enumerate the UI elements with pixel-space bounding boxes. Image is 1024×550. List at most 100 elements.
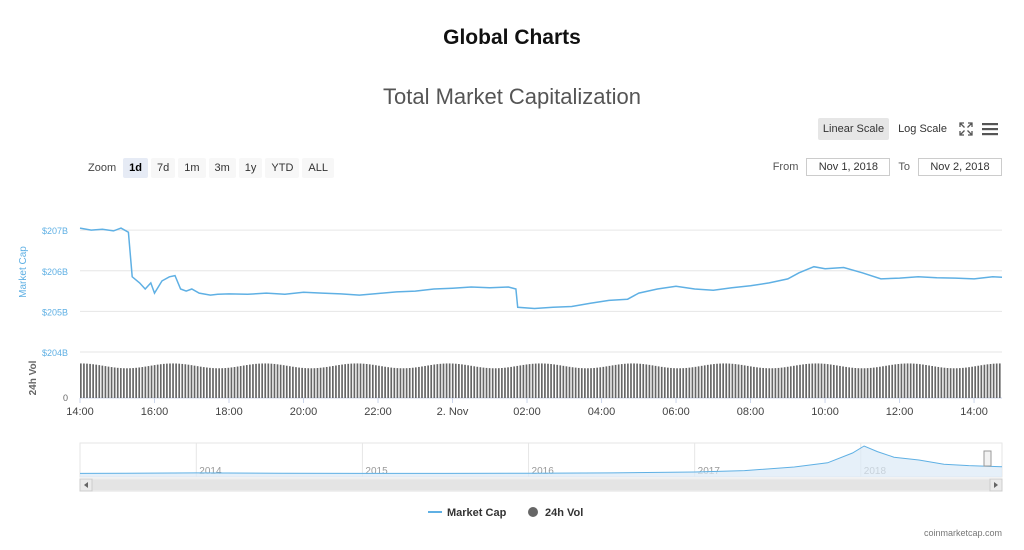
volume-bar (424, 365, 426, 398)
volume-bar (688, 367, 691, 398)
volume-bar (894, 364, 897, 398)
volume-bar (513, 366, 516, 398)
volume-bar (491, 368, 494, 398)
volume-bar (470, 365, 473, 398)
from-date-input[interactable] (806, 158, 891, 176)
volume-bar (977, 365, 980, 398)
volume-bar (580, 368, 583, 398)
volume-bar (454, 363, 457, 398)
volume-bar (378, 365, 380, 398)
volume-bar (282, 365, 285, 398)
volume-bar (780, 367, 783, 398)
volume-bar (126, 368, 128, 398)
volume-bar (301, 367, 303, 398)
volume-bar (832, 364, 835, 398)
volume-bar (368, 364, 371, 398)
volume-bar (559, 365, 562, 398)
volume-bar (796, 365, 798, 398)
volume-bar (584, 368, 586, 398)
volume-bar (863, 368, 866, 398)
navigator-year-label: 2015 (365, 466, 388, 477)
volume-bar (298, 367, 300, 398)
volume-bar (857, 368, 860, 398)
volume-bar (159, 364, 162, 398)
x-tick-label: 08:00 (737, 406, 765, 418)
zoom-1m-button[interactable]: 1m (178, 158, 206, 178)
volume-bar (430, 364, 433, 398)
volume-bar (356, 363, 359, 398)
volume-bar (869, 367, 872, 398)
volume-bar (983, 364, 986, 398)
volume-bar (568, 366, 571, 398)
volume-bar (350, 363, 353, 398)
hamburger-menu-icon[interactable] (980, 119, 1000, 139)
to-date-input[interactable] (918, 158, 1002, 176)
zoom-1y-button[interactable]: 1y (238, 158, 263, 178)
volume-bar (162, 363, 165, 398)
volume-bar (915, 363, 918, 398)
volume-bar (860, 368, 863, 398)
volume-bar (365, 363, 368, 398)
volume-bar (242, 365, 245, 398)
log-scale-button[interactable]: Log Scale (898, 123, 947, 135)
volume-bar (408, 368, 411, 398)
volume-bar (362, 363, 365, 398)
volume-bar (667, 367, 669, 398)
volume-bar (295, 367, 297, 398)
volume-bar (900, 363, 903, 398)
volume-bar (322, 367, 325, 398)
volume-bar (387, 367, 390, 398)
volume-bar (528, 364, 531, 398)
volume-bar (544, 363, 546, 398)
volume-bar (196, 366, 199, 398)
volume-bar (903, 363, 906, 398)
volume-bar (697, 366, 700, 398)
volume-bar (123, 368, 125, 398)
scrollbar-thumb (92, 480, 990, 490)
volume-bar (783, 367, 786, 398)
volume-bar (851, 367, 854, 398)
volume-bar (421, 366, 423, 398)
volume-bar (888, 365, 890, 398)
linear-scale-button[interactable]: Linear Scale (817, 118, 890, 140)
volume-bar (101, 365, 104, 398)
volume-bar (285, 365, 288, 398)
volume-bar (789, 366, 792, 398)
zoom-7d-button[interactable]: 7d (150, 158, 176, 178)
expand-icon[interactable] (956, 119, 976, 139)
volume-bar (823, 363, 826, 398)
volume-bar (359, 363, 362, 398)
volume-bar (451, 363, 454, 398)
volume-bar (771, 368, 774, 398)
volume-bar (955, 368, 958, 398)
volume-bar (541, 363, 543, 398)
scale-toolbar: Linear Scale Log Scale (817, 118, 1000, 140)
navigator-handle (983, 450, 992, 467)
volume-bar (316, 368, 319, 398)
zoom-all-button[interactable]: ALL (302, 158, 334, 178)
volume-bar (962, 367, 964, 398)
x-tick-label: 18:00 (215, 406, 243, 418)
credit-link[interactable]: coinmarketcap.com (923, 528, 1002, 538)
volume-bar (328, 366, 331, 398)
zoom-ytd-button[interactable]: YTD (265, 158, 300, 178)
volume-bar (531, 363, 534, 398)
volume-bar (829, 364, 832, 398)
volume-bar (504, 367, 506, 398)
volume-bar (92, 364, 94, 398)
volume-bar (239, 366, 242, 398)
zoom-1d-button[interactable]: 1d (123, 158, 148, 178)
volume-bar (627, 363, 629, 398)
zoom-3m-button[interactable]: 3m (208, 158, 236, 178)
volume-bar (949, 368, 952, 398)
volume-bar (814, 363, 817, 398)
volume-bar (396, 368, 399, 398)
volume-bar (777, 367, 780, 398)
volume-bar (525, 364, 528, 398)
volume-bar (660, 366, 663, 398)
page-title: Global Charts (443, 26, 581, 49)
volume-bar (405, 368, 408, 398)
scroll-left-arrow-icon (84, 482, 88, 488)
volume-bar (245, 365, 248, 398)
